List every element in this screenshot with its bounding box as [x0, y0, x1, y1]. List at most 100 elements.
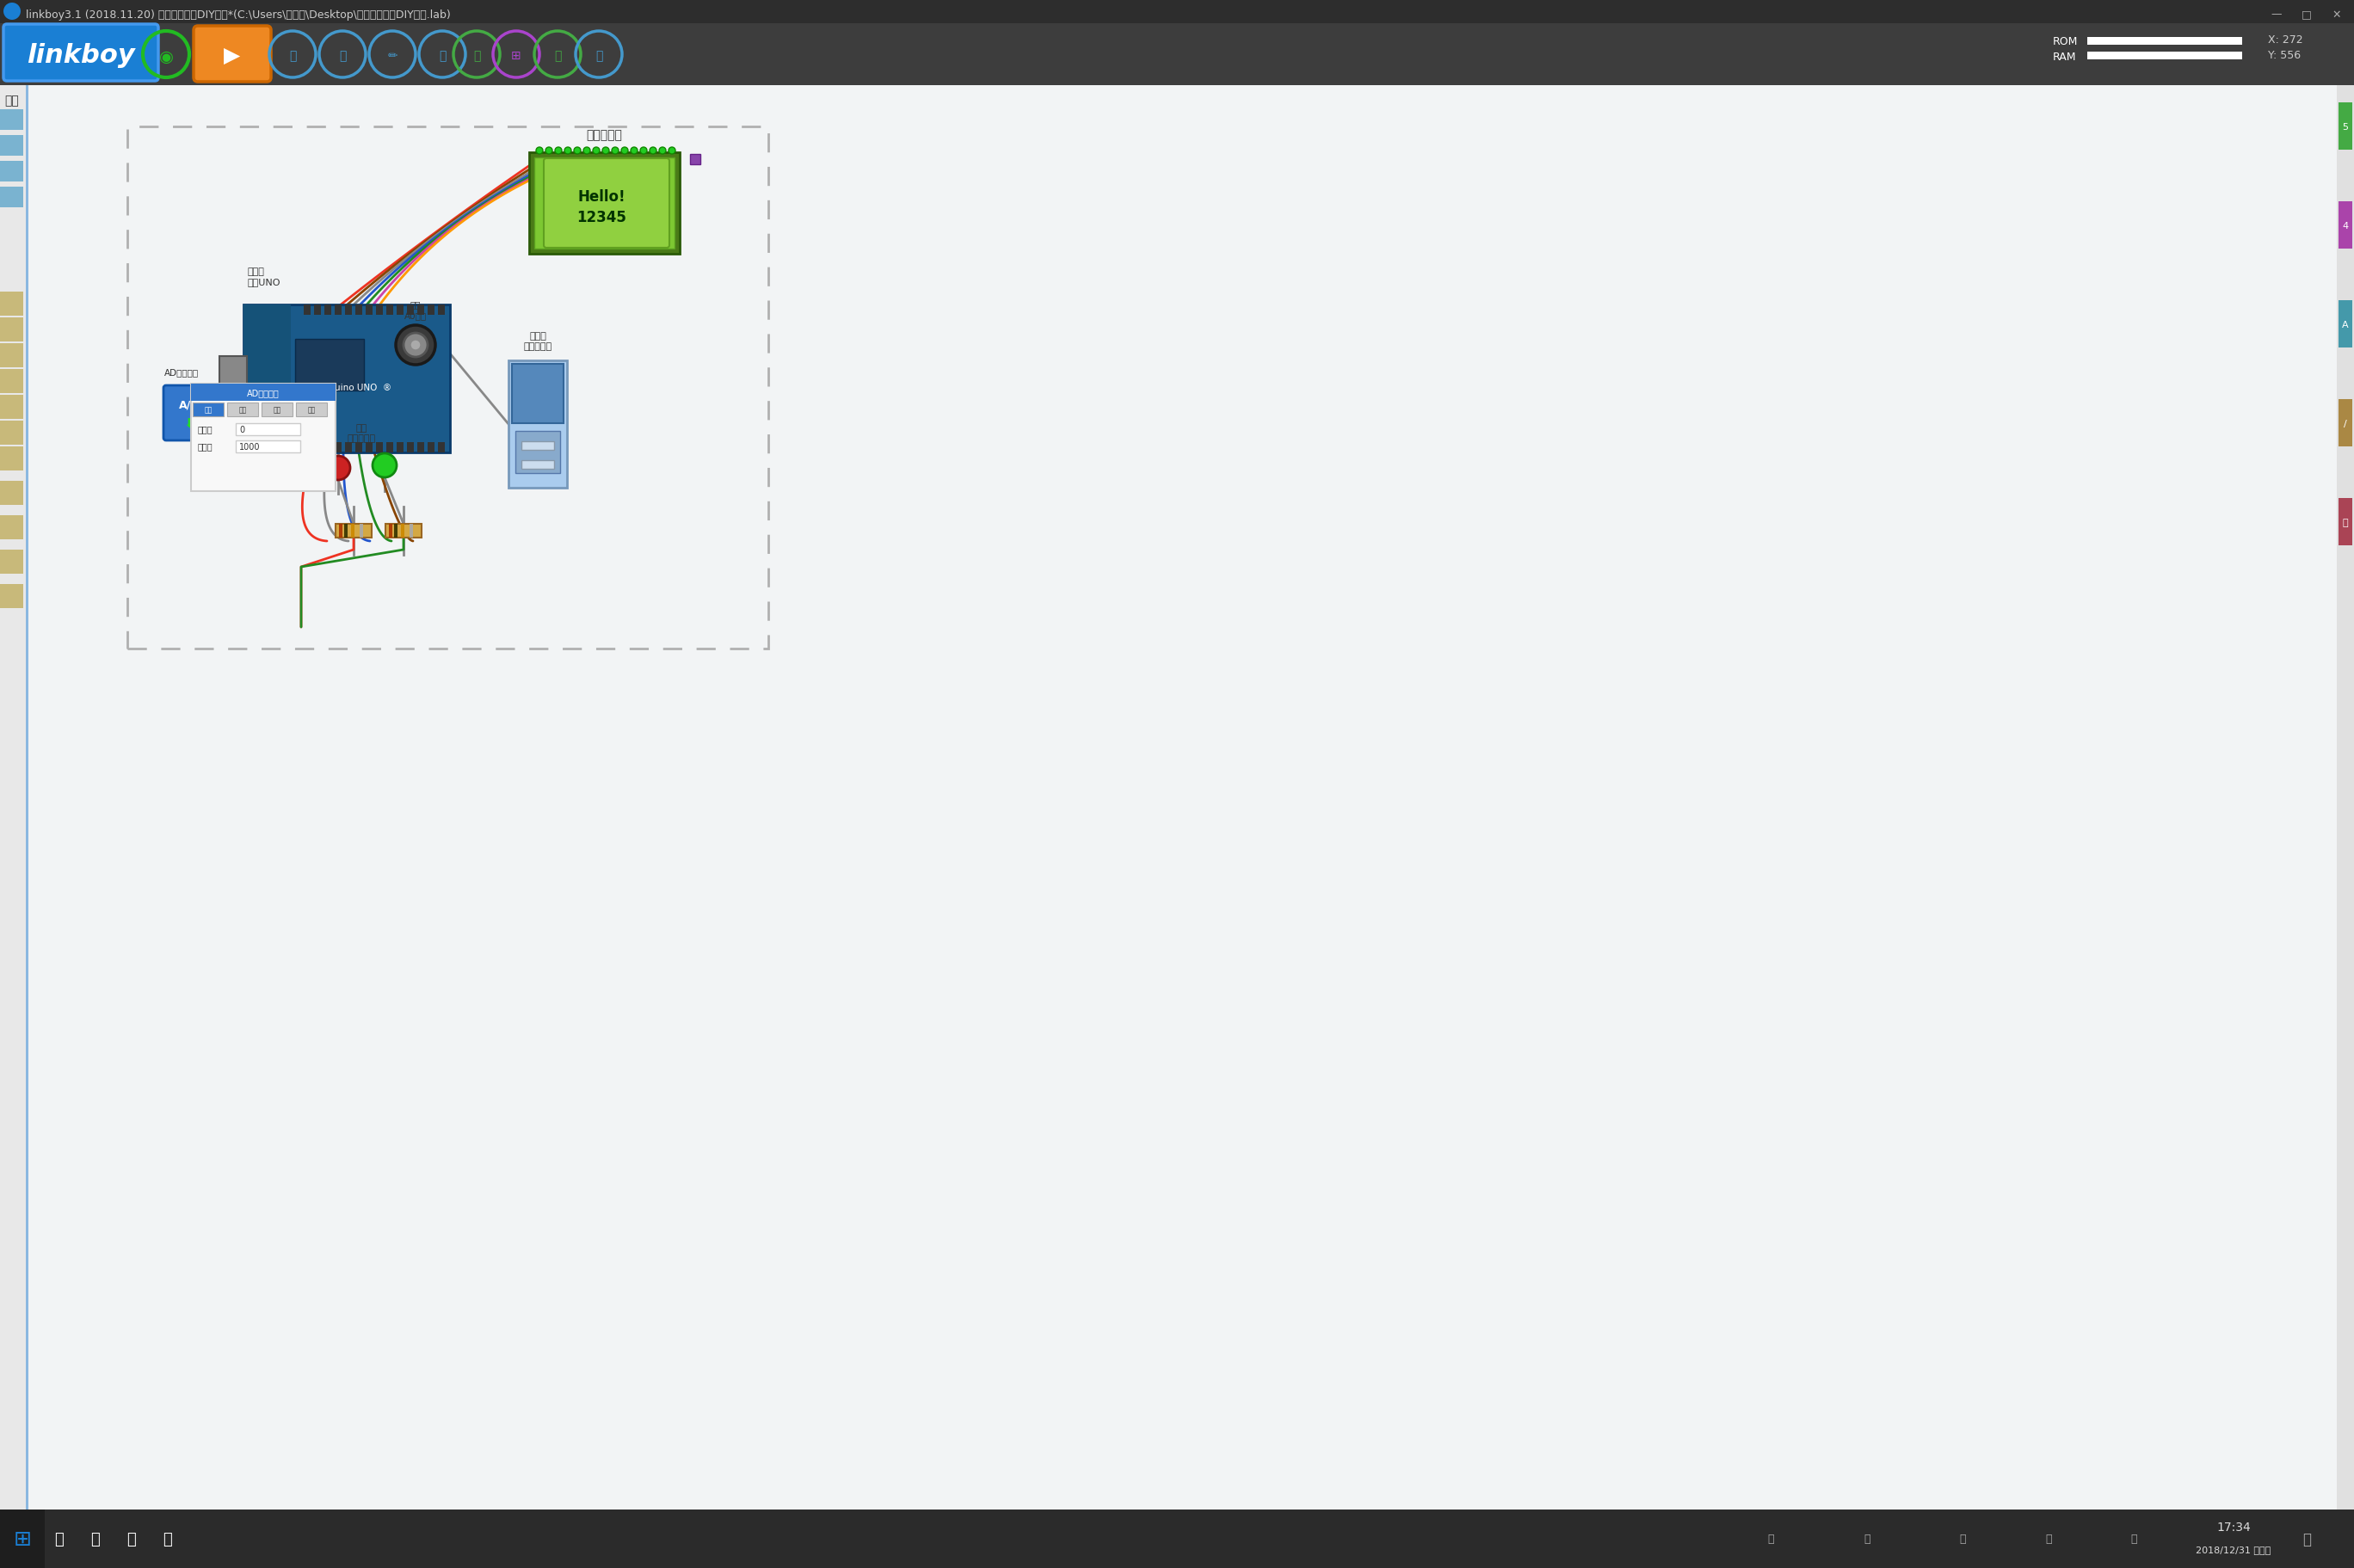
- Bar: [2338, 400, 2352, 447]
- Circle shape: [621, 147, 629, 155]
- Bar: [417, 306, 424, 315]
- Bar: [313, 306, 320, 315]
- Circle shape: [612, 147, 619, 155]
- Bar: [530, 154, 680, 254]
- Bar: [2088, 38, 2241, 45]
- Text: 控制器
型号UNO: 控制器 型号UNO: [247, 267, 280, 287]
- Text: 💾: 💾: [290, 50, 297, 61]
- Bar: [0, 318, 24, 342]
- Bar: [334, 442, 341, 453]
- Circle shape: [669, 147, 676, 155]
- Bar: [339, 524, 341, 538]
- Bar: [0, 422, 24, 445]
- Bar: [242, 306, 292, 453]
- Bar: [0, 1510, 2354, 1568]
- Bar: [325, 306, 332, 315]
- Text: 1000: 1000: [240, 442, 261, 452]
- Bar: [360, 524, 363, 538]
- Bar: [2338, 499, 2352, 546]
- Text: 📁: 📁: [127, 1530, 137, 1546]
- Bar: [344, 524, 348, 538]
- Bar: [520, 442, 553, 450]
- FancyBboxPatch shape: [544, 158, 669, 248]
- Text: □: □: [2302, 9, 2312, 20]
- Text: 🔋: 🔋: [2046, 1534, 2053, 1544]
- Circle shape: [327, 456, 351, 480]
- Bar: [0, 516, 24, 539]
- Bar: [2338, 86, 2354, 1510]
- Bar: [26, 86, 28, 1510]
- Text: linkboy3.1 (2018.11.20) 燃气报警器的DIY设计*(C:\Users\刘宁宁\Desktop\燃气报警器的DIY设计.lab): linkboy3.1 (2018.11.20) 燃气报警器的DIY设计*(C:\…: [26, 9, 450, 20]
- Bar: [2088, 52, 2241, 60]
- Bar: [355, 442, 363, 453]
- Bar: [0, 585, 24, 608]
- Text: 安全
高电平点亮: 安全 高电平点亮: [346, 423, 377, 442]
- Text: 📷: 📷: [438, 50, 445, 61]
- Bar: [377, 306, 384, 315]
- Text: AD转换端口: AD转换端口: [165, 368, 198, 376]
- Text: 🏠: 🏠: [553, 50, 560, 61]
- Text: X: 272: X: 272: [2267, 34, 2302, 45]
- Text: 🔍: 🔍: [54, 1530, 64, 1546]
- Circle shape: [659, 147, 666, 155]
- Text: 排气扇
低电平导合: 排气扇 低电平导合: [523, 331, 551, 351]
- Bar: [0, 447, 24, 470]
- Text: 烟雾
A0端口: 烟雾 A0端口: [405, 301, 426, 320]
- Text: 在赏: 在赏: [308, 406, 315, 414]
- Bar: [2338, 103, 2352, 151]
- Circle shape: [372, 453, 395, 478]
- Text: AD转换端口: AD转换端口: [247, 389, 280, 397]
- Bar: [410, 524, 412, 538]
- Circle shape: [574, 147, 581, 155]
- Text: 📂: 📂: [339, 50, 346, 61]
- Circle shape: [546, 147, 553, 155]
- Text: 示例: 示例: [238, 406, 247, 414]
- Bar: [191, 384, 337, 401]
- Bar: [0, 550, 24, 574]
- Circle shape: [640, 147, 647, 155]
- Text: 最大值: 最大值: [198, 442, 214, 450]
- Circle shape: [650, 147, 657, 155]
- Text: 最小值: 最小值: [198, 425, 214, 433]
- Bar: [193, 403, 224, 417]
- Bar: [0, 188, 24, 209]
- FancyBboxPatch shape: [162, 386, 217, 441]
- Text: 4: 4: [2342, 221, 2349, 230]
- Text: A/D: A/D: [179, 398, 200, 411]
- Bar: [235, 423, 301, 436]
- Bar: [508, 361, 567, 488]
- Bar: [325, 442, 332, 453]
- Circle shape: [2, 3, 21, 20]
- Text: 说明: 说明: [205, 406, 212, 414]
- Bar: [386, 524, 421, 538]
- Text: linkboy: linkboy: [26, 42, 134, 67]
- Bar: [438, 442, 445, 453]
- Bar: [0, 110, 24, 130]
- Text: ROM: ROM: [2053, 36, 2079, 47]
- Text: 📶: 📶: [1864, 1534, 1869, 1544]
- Bar: [297, 403, 327, 417]
- Bar: [226, 403, 259, 417]
- Bar: [2338, 202, 2352, 249]
- Bar: [0, 343, 24, 368]
- Text: /: /: [2345, 420, 2347, 428]
- Text: ✏: ✏: [388, 50, 398, 61]
- Text: 5: 5: [2342, 122, 2349, 132]
- Bar: [0, 0, 2354, 24]
- Text: 🔔: 🔔: [1768, 1534, 1775, 1544]
- Bar: [511, 364, 563, 423]
- Bar: [438, 306, 445, 315]
- Bar: [377, 442, 384, 453]
- Circle shape: [410, 340, 421, 351]
- Circle shape: [603, 147, 610, 155]
- Circle shape: [584, 147, 591, 155]
- Bar: [386, 306, 393, 315]
- Bar: [428, 442, 435, 453]
- Bar: [0, 1510, 45, 1568]
- Circle shape: [631, 147, 638, 155]
- Circle shape: [403, 334, 428, 358]
- Text: 0: 0: [240, 425, 245, 434]
- Bar: [386, 442, 393, 453]
- FancyBboxPatch shape: [193, 27, 271, 83]
- Bar: [346, 306, 351, 315]
